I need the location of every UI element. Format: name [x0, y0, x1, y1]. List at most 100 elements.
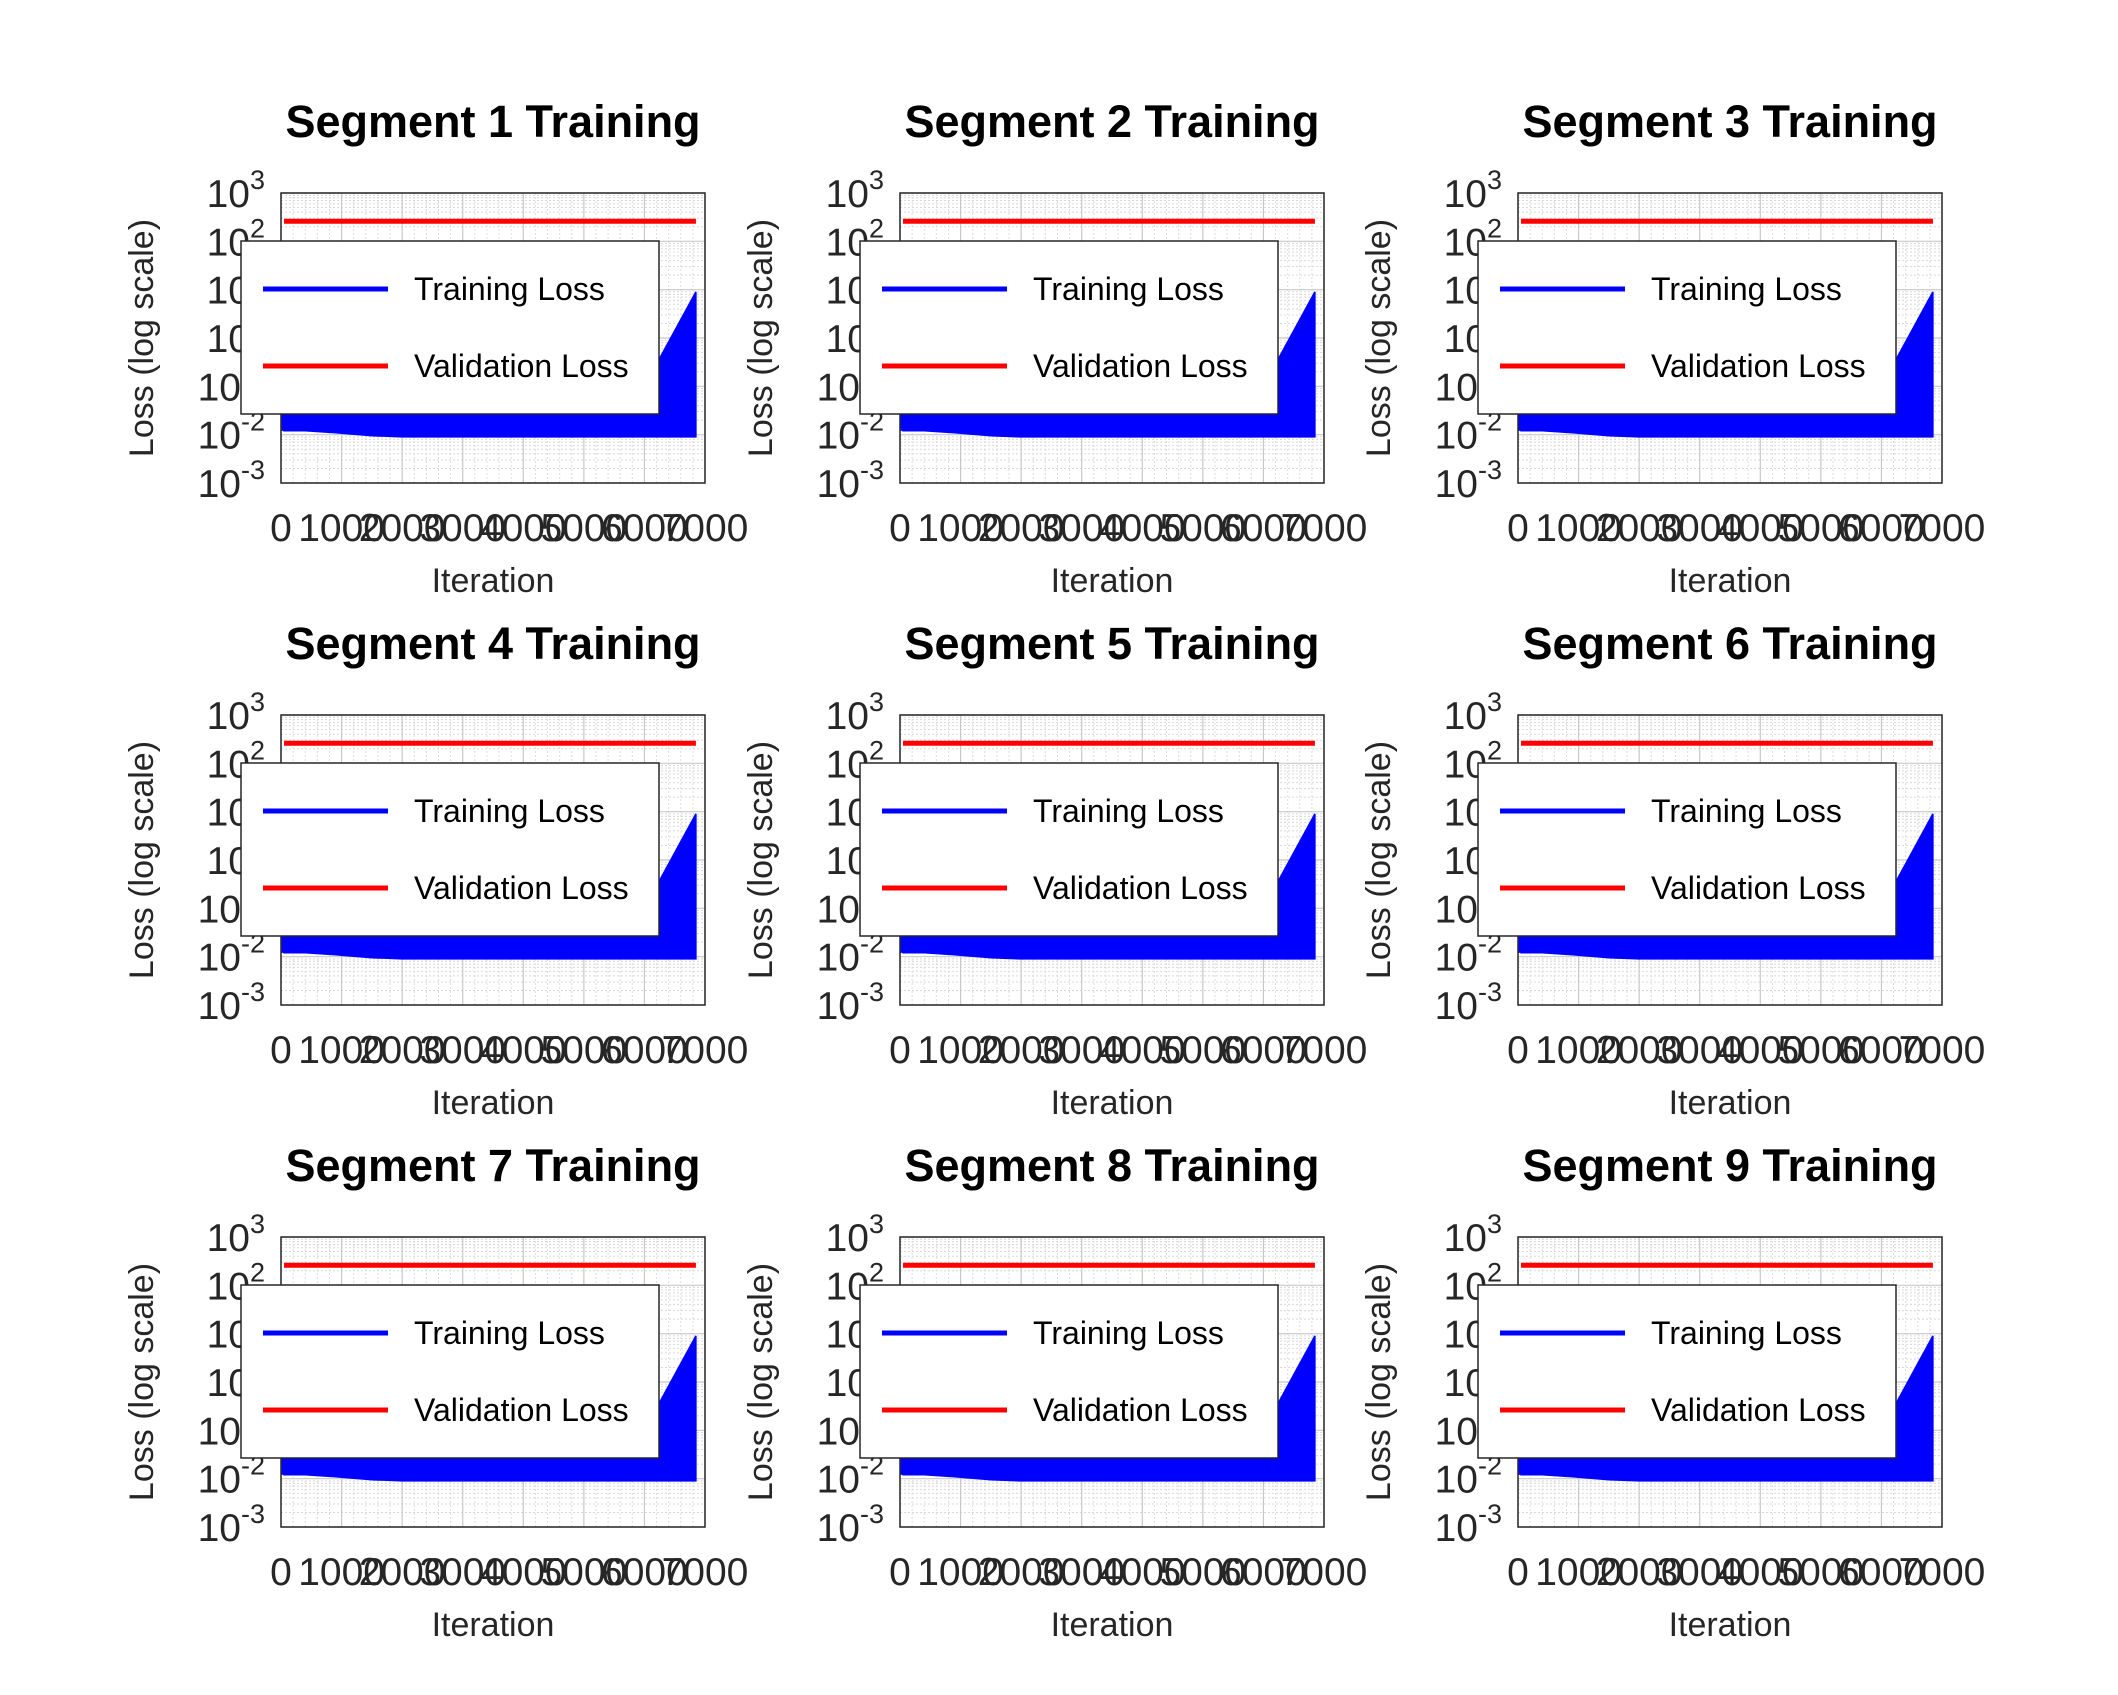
x-tick-label: 3000: [1656, 1029, 1743, 1072]
y-tick-base: 10: [198, 888, 241, 931]
y-tick-label: 103: [207, 687, 265, 738]
y-tick-base: 10: [1435, 888, 1478, 931]
x-tick-label: 3000: [419, 1029, 506, 1072]
x-axis-label: Iteration: [1051, 562, 1174, 600]
x-tick-label: 5000: [1777, 507, 1864, 550]
subplot-9: 10-310-210-11001011021030100020003000400…: [1360, 1140, 1985, 1644]
x-tick-label: 2000: [1596, 507, 1683, 550]
x-tick-label: 3000: [1038, 1029, 1125, 1072]
y-tick-exponent: -3: [241, 455, 265, 485]
y-tick-base: 10: [826, 695, 869, 738]
legend-entry-label: Training Loss: [1651, 1315, 1842, 1351]
legend-box: [1477, 240, 1897, 415]
legend-box: [859, 240, 1279, 415]
y-tick-base: 10: [817, 415, 860, 458]
chart-title: Segment 9 Training: [1522, 1140, 1937, 1191]
x-tick-label: 2000: [1596, 1551, 1683, 1594]
x-tick-label: 0: [889, 1029, 911, 1072]
x-tick-label: 2000: [978, 1551, 1065, 1594]
y-tick-base: 10: [1435, 1410, 1478, 1453]
x-tick-label: 0: [1507, 1029, 1529, 1072]
legend-entry-label: Training Loss: [414, 793, 605, 829]
x-tick-label: 5000: [1159, 1029, 1246, 1072]
x-tick-label: 2000: [359, 1029, 446, 1072]
y-tick-base: 10: [198, 937, 241, 980]
x-tick-label: 1000: [1535, 1551, 1622, 1594]
x-tick-label: 0: [1507, 1551, 1529, 1594]
y-tick-exponent: 2: [250, 1257, 265, 1287]
legend-box: [859, 1284, 1279, 1459]
y-tick-base: 10: [826, 1217, 869, 1260]
y-tick-base: 10: [817, 1459, 860, 1502]
legend-entry-label: Validation Loss: [414, 1392, 629, 1428]
y-tick-base: 10: [198, 1410, 241, 1453]
x-axis-label: Iteration: [432, 1606, 555, 1644]
y-axis-label: Loss (log scale): [1360, 219, 1398, 457]
x-tick-label: 5000: [540, 507, 627, 550]
x-tick-label: 5000: [540, 1551, 627, 1594]
y-tick-label: 10-2: [817, 929, 884, 980]
y-tick-exponent: 3: [250, 687, 265, 717]
x-tick-label: 6000: [601, 1551, 688, 1594]
x-tick-label: 6000: [1220, 1029, 1307, 1072]
y-tick-exponent: 2: [869, 1257, 884, 1287]
subplot-4: 10-310-210-11001011021030100020003000400…: [123, 618, 748, 1122]
subplot-2: 10-310-210-11001011021030100020003000400…: [742, 96, 1367, 600]
x-axis-label: Iteration: [1669, 1084, 1792, 1122]
x-tick-label: 7000: [1899, 507, 1986, 550]
y-tick-base: 10: [207, 173, 250, 216]
x-tick-label: 3000: [419, 507, 506, 550]
x-tick-label: 1000: [917, 1551, 1004, 1594]
x-tick-label: 1000: [917, 507, 1004, 550]
x-tick-label: 1000: [917, 1029, 1004, 1072]
x-tick-label: 7000: [1899, 1029, 1986, 1072]
y-tick-base: 10: [198, 1459, 241, 1502]
y-tick-exponent: -3: [241, 1499, 265, 1529]
y-tick-base: 10: [198, 415, 241, 458]
y-tick-exponent: 2: [869, 735, 884, 765]
y-tick-base: 10: [1435, 1507, 1478, 1550]
subplot-6: 10-310-210-11001011021030100020003000400…: [1360, 618, 1985, 1122]
y-tick-exponent: -3: [1478, 977, 1502, 1007]
legend-box: [240, 1284, 660, 1459]
y-tick-base: 10: [817, 985, 860, 1028]
x-tick-label: 4000: [1099, 507, 1186, 550]
x-axis-label: Iteration: [1669, 1606, 1792, 1644]
x-tick-label: 0: [270, 1029, 292, 1072]
x-tick-label: 5000: [540, 1029, 627, 1072]
y-tick-base: 10: [198, 985, 241, 1028]
y-axis-label: Loss (log scale): [742, 1263, 780, 1501]
y-tick-base: 10: [826, 173, 869, 216]
x-axis-label: Iteration: [432, 562, 555, 600]
x-tick-label: 4000: [1717, 507, 1804, 550]
legend-entry-label: Training Loss: [1651, 271, 1842, 307]
subplot-5: 10-310-210-11001011021030100020003000400…: [742, 618, 1367, 1122]
y-tick-exponent: -3: [1478, 455, 1502, 485]
y-tick-label: 103: [207, 1209, 265, 1260]
y-tick-label: 10-3: [817, 1499, 884, 1550]
y-tick-exponent: -3: [860, 977, 884, 1007]
x-tick-label: 7000: [1281, 1551, 1368, 1594]
chart-title: Segment 3 Training: [1522, 96, 1937, 147]
x-tick-label: 4000: [480, 1029, 567, 1072]
legend-entry-label: Validation Loss: [1651, 348, 1866, 384]
legend-entry-label: Training Loss: [414, 1315, 605, 1351]
x-tick-label: 0: [889, 1551, 911, 1594]
y-tick-label: 103: [826, 165, 884, 216]
y-tick-label: 10-3: [1435, 977, 1502, 1028]
y-axis-label: Loss (log scale): [123, 219, 161, 457]
x-tick-label: 2000: [359, 1551, 446, 1594]
x-tick-label: 0: [270, 507, 292, 550]
x-tick-label: 7000: [662, 1551, 749, 1594]
legend-box: [240, 240, 660, 415]
x-tick-label: 6000: [601, 507, 688, 550]
y-tick-base: 10: [817, 1410, 860, 1453]
x-tick-label: 1000: [1535, 1029, 1622, 1072]
x-tick-label: 2000: [1596, 1029, 1683, 1072]
x-tick-label: 2000: [978, 507, 1065, 550]
legend-entry-label: Validation Loss: [1651, 1392, 1866, 1428]
x-axis-label: Iteration: [1669, 562, 1792, 600]
chart-title: Segment 1 Training: [285, 96, 700, 147]
y-tick-exponent: 2: [250, 213, 265, 243]
y-tick-label: 10-3: [817, 455, 884, 506]
